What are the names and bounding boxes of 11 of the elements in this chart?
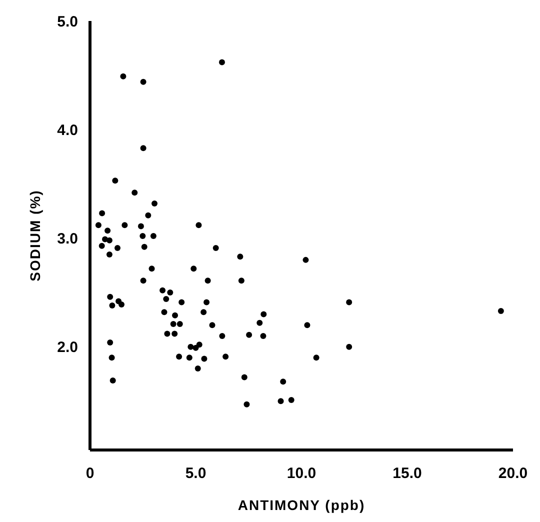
y-tick-label: 3.0 [57, 230, 78, 248]
x-axis-title: ANTIMONY (ppb) [238, 497, 366, 513]
y-axis-title: SODIUM (%) [27, 190, 43, 282]
x-tick-label: 15.0 [392, 465, 422, 482]
x-tick-label: 20.0 [498, 465, 528, 482]
y-tick-label: 2.0 [57, 339, 78, 356]
x-tick-label: 0 [86, 465, 94, 482]
y-tick-label: 5.0 [57, 13, 78, 30]
y-tick-label: 4.0 [57, 122, 78, 139]
x-tick-label: 5.0 [185, 465, 206, 482]
x-tick-label: 10.0 [286, 465, 316, 482]
